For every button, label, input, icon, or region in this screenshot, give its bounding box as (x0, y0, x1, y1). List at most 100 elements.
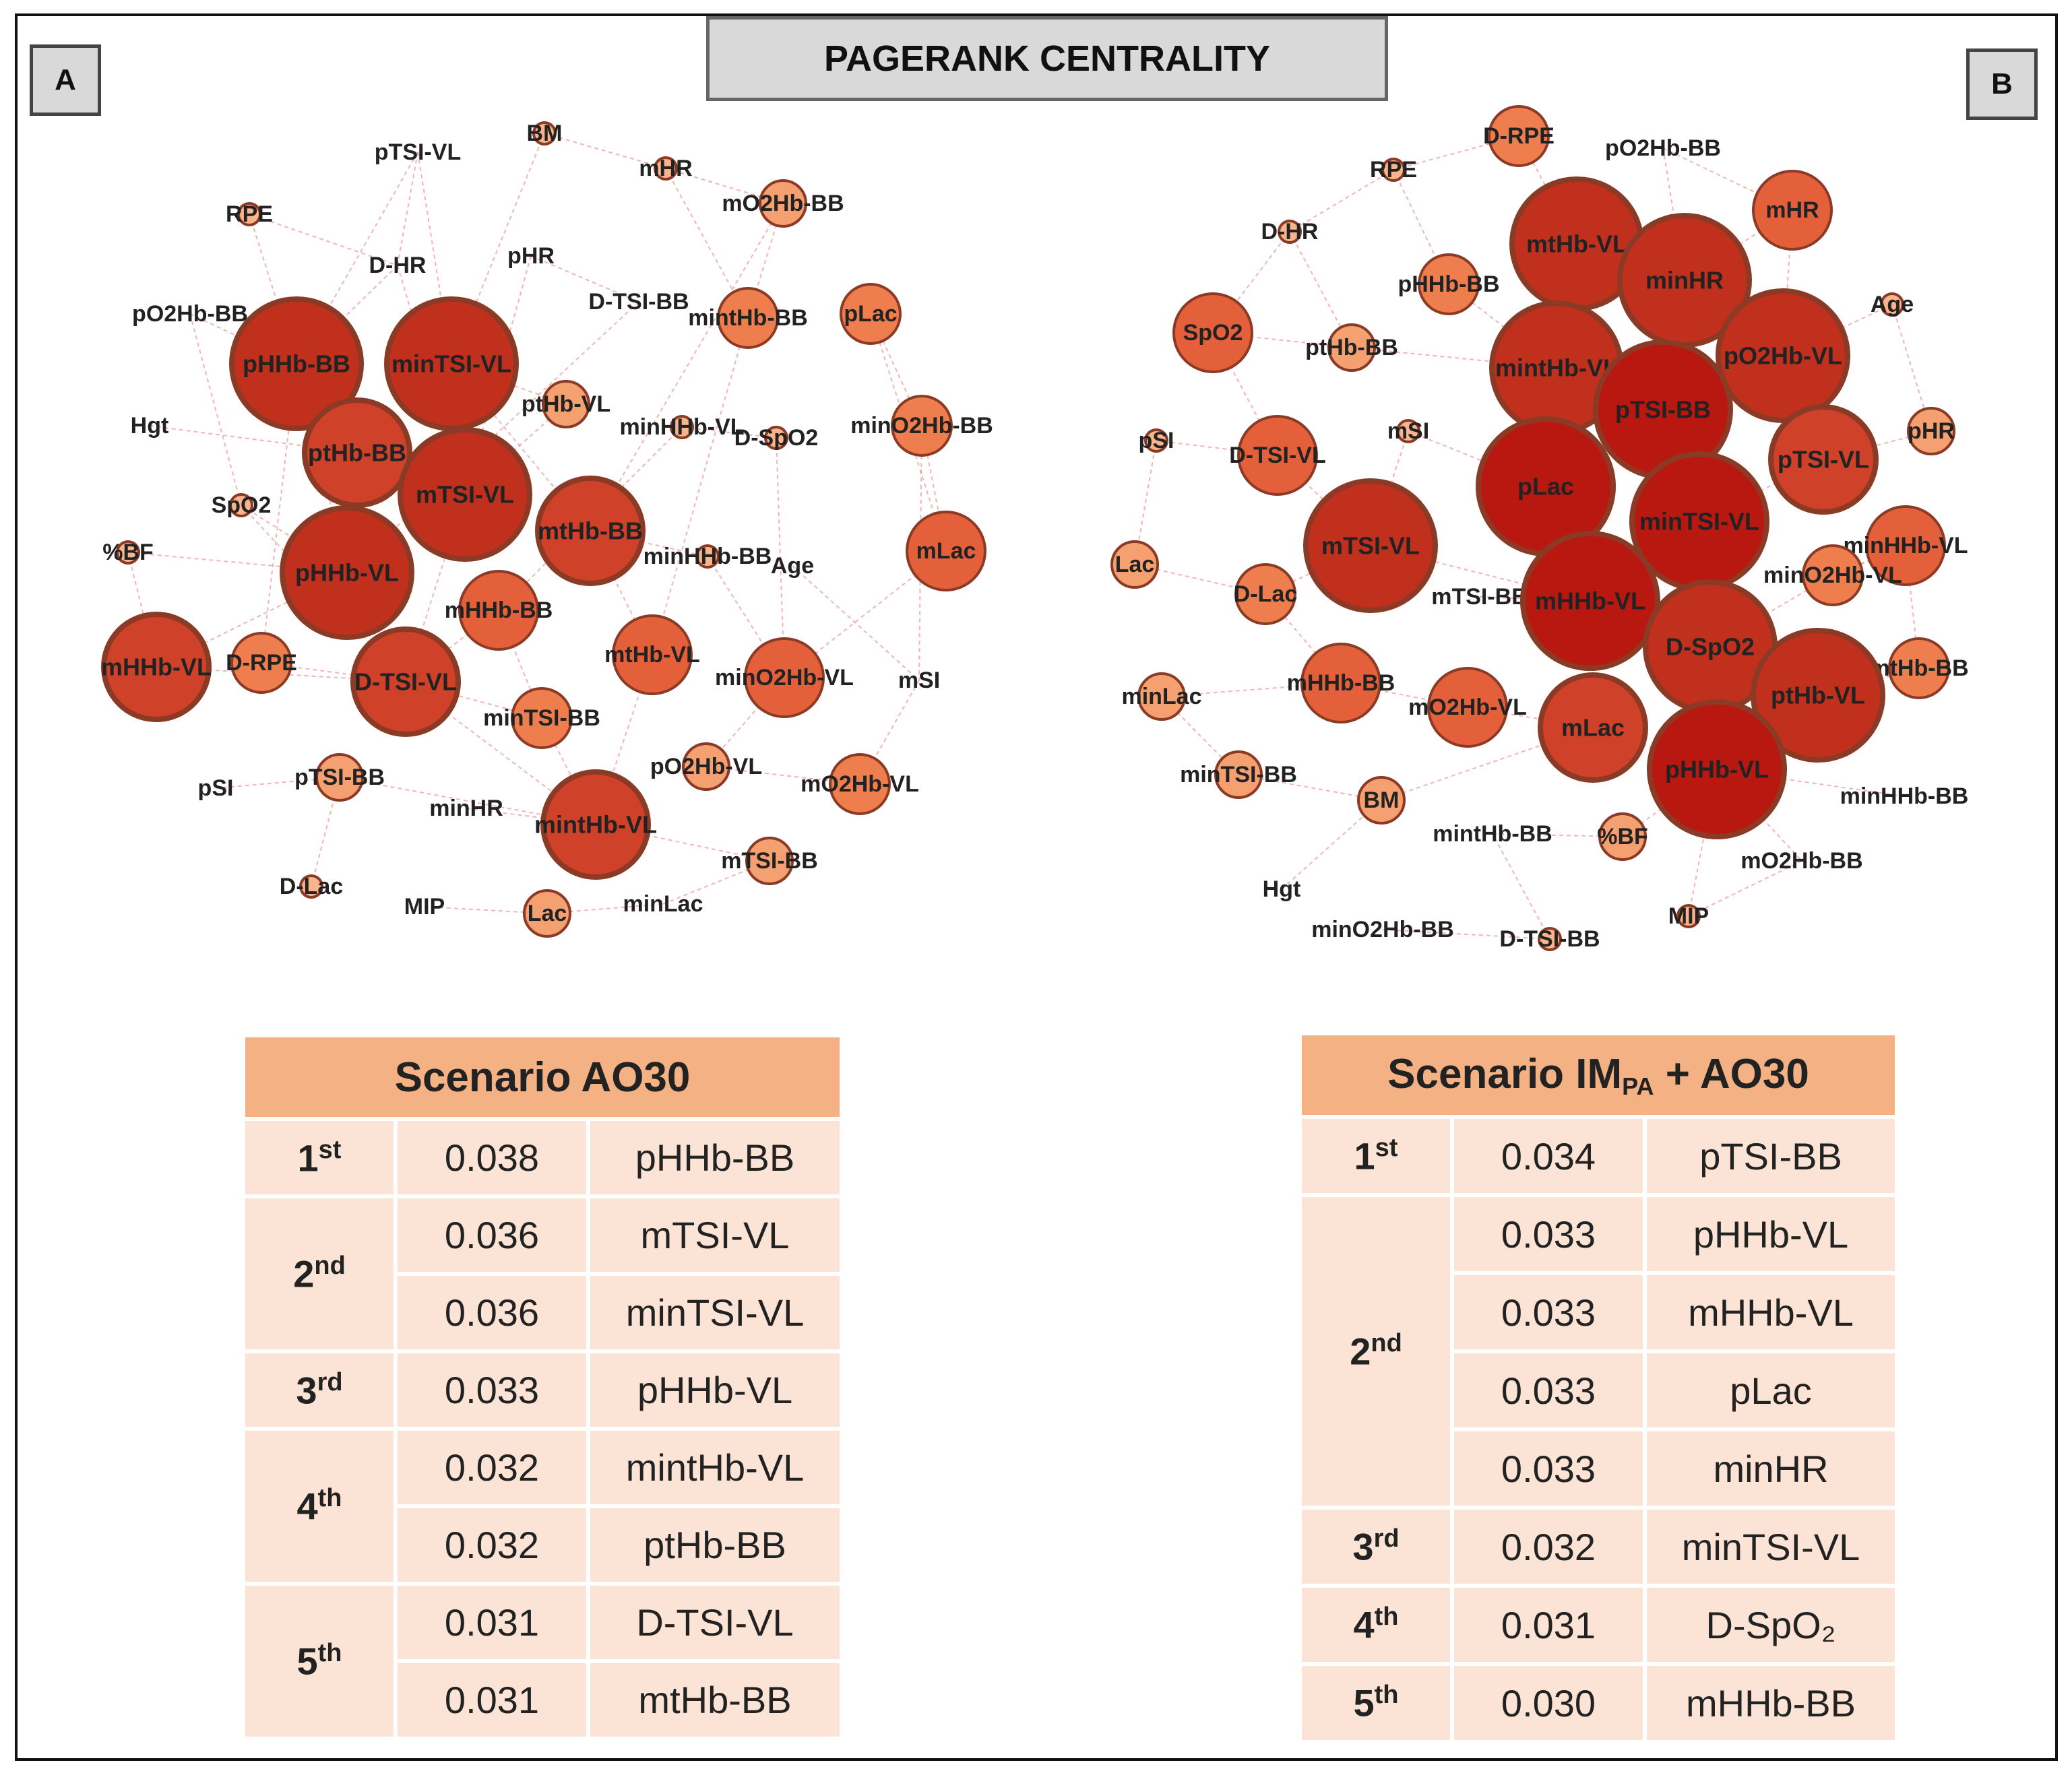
network-node-label: mHHb-BB (1287, 670, 1395, 696)
network-node-po2hb-vl (1716, 288, 1850, 423)
network-node-label: ptHb-BB (308, 439, 406, 467)
network-node-label: pTSI-BB (294, 765, 385, 790)
network-node-label: pTSI-BB (1615, 396, 1711, 424)
network-node-label: Lac (1115, 552, 1155, 577)
network-node-label: ptHb-VL (1771, 682, 1865, 709)
pagerank-value-cell: 0.032 (398, 1431, 590, 1508)
network-node-d-tsi-vl (350, 626, 461, 737)
ranking-table-b: Scenario IMPA + AO30 1st 0.034 pTSI-BB 2nd 0.… (1302, 1035, 1895, 1744)
network-node-mhr (654, 156, 678, 181)
network-node-label: D-TSI-BB (588, 289, 689, 315)
network-node-label: D-HR (369, 253, 427, 278)
network-node-label: pTSI-VL (375, 139, 461, 165)
network-node-label: pHHb-BB (1398, 271, 1499, 297)
table-row: 0.036 minTSI-VL (245, 1276, 840, 1353)
network-node-label: mintHb-VL (1495, 354, 1618, 382)
pagerank-value-cell: 0.033 (1454, 1197, 1647, 1275)
network-node-label: D-HR (1261, 219, 1319, 245)
variable-cell: pHHb-VL (1647, 1197, 1895, 1275)
network-node-label: pTSI-VL (1778, 446, 1869, 474)
network-node-label: SpO2 (1183, 320, 1243, 346)
table-row: 4th 0.031 D-SpO₂ (1302, 1588, 1895, 1666)
network-node-d-tsi-vl (1237, 415, 1318, 496)
pagerank-value-cell: 0.032 (398, 1508, 590, 1586)
network-node-pthb-bb (302, 397, 412, 508)
variable-cell: D-TSI-VL (590, 1586, 840, 1663)
network-node-mhhb-bb (458, 570, 539, 651)
network-node-label: minO2Hb-BB (1311, 917, 1454, 942)
network-node-phr (1907, 407, 1955, 455)
pagerank-value-cell: 0.036 (398, 1276, 590, 1353)
network-node-label: pLac (1517, 473, 1574, 501)
scenario-name: Scenario AO30 (394, 1054, 691, 1101)
pagerank-value-cell: 0.031 (1454, 1588, 1647, 1666)
network-node-label: mO2Hb-BB (722, 191, 844, 216)
variable-cell: pLac (1647, 1353, 1895, 1431)
network-node-pthb-vl (1751, 628, 1885, 763)
network-node-label: D-SpO2 (1666, 633, 1755, 661)
network-node-mhr (1752, 170, 1833, 251)
network-node-d-tsi-bb (1538, 927, 1562, 951)
network-node-label: minTSI-BB (483, 705, 600, 731)
network-node--bf (1598, 812, 1647, 861)
network-node-minhhb-vl (1865, 505, 1946, 586)
rank-cell: 5th (245, 1586, 398, 1741)
ranking-table-a: Scenario AO30 1st 0.038 pHHb-BB 2nd 0.036 mTSI… (245, 1037, 840, 1741)
network-node-label: minO2Hb-BB (850, 413, 993, 439)
network-node-label: D-TSI-BB (1499, 926, 1600, 952)
network-node-mintsi-bb (1214, 750, 1263, 799)
network-node-label: mtHb-BB (1869, 655, 1968, 681)
network-node-label: D-RPE (1483, 123, 1555, 149)
network-edge (590, 530, 708, 557)
network-node-minthb-vl (540, 769, 651, 880)
network-edge (397, 152, 418, 266)
network-node-label: pO2Hb-BB (132, 301, 248, 327)
variable-cell: mHHb-BB (1647, 1666, 1895, 1744)
table-row: 0.033 pLac (1302, 1353, 1895, 1431)
table-row: 3rd 0.032 minTSI-VL (1302, 1510, 1895, 1588)
network-edge (544, 133, 666, 169)
network-edge (1382, 929, 1550, 940)
network-node-minlac (1137, 672, 1186, 721)
network-node-label: mSI (898, 668, 940, 693)
network-node-label: RPE (226, 201, 273, 227)
network-node-phhb-bb (1418, 253, 1480, 315)
network-node-label: mintHb-BB (688, 305, 808, 331)
network-node-phhb-bb (229, 296, 364, 431)
network-node-label: mHHb-VL (1535, 587, 1645, 615)
pagerank-value-cell: 0.031 (398, 1586, 590, 1663)
network-node-label: D-Lac (280, 874, 343, 899)
network-node-label: minHHb-BB (643, 544, 772, 569)
network-node-ptsi-bb (315, 753, 364, 802)
network-node-label: %BF (1597, 824, 1648, 849)
network-edge (424, 906, 548, 914)
network-node-d-lac (299, 874, 323, 899)
network-node-label: minHHb-VL (619, 414, 744, 440)
network-node-d-rpe (230, 632, 292, 694)
network-node-label: pHR (507, 243, 555, 269)
network-node-lac (523, 889, 571, 938)
scenario-name: Scenario IM (1387, 1050, 1623, 1097)
network-node-phhb-vl (1647, 699, 1787, 839)
scenario-header: Scenario IMPA + AO30 (1302, 1035, 1895, 1119)
table-row: 0.032 ptHb-BB (245, 1508, 840, 1586)
network-node-label: minHR (429, 796, 503, 821)
network-node-label: SpO2 (212, 492, 272, 518)
table-row: 2nd 0.033 pHHb-VL (1302, 1197, 1895, 1510)
network-node-psi (1144, 428, 1168, 453)
network-node-label: minHHb-VL (1843, 533, 1968, 558)
variable-cell: D-SpO₂ (1647, 1588, 1895, 1666)
network-node-spo2 (229, 493, 253, 517)
network-node-mlac (906, 511, 986, 591)
network-node-label: minTSI-VL (391, 350, 511, 378)
network-node-mhhb-vl (1520, 531, 1660, 671)
variable-cell: mTSI-VL (590, 1198, 840, 1276)
network-node-label: mO2Hb-BB (1740, 848, 1862, 874)
variable-cell: mintHb-VL (590, 1431, 840, 1508)
network-edge (1408, 430, 1546, 487)
network-node-phhb-vl (280, 505, 414, 640)
network-node-label: mLac (1561, 714, 1625, 742)
network-node-label: RPE (1370, 157, 1417, 183)
network-node-label: pO2Hb-VL (650, 754, 762, 779)
pagerank-value-cell: 0.036 (398, 1198, 590, 1276)
